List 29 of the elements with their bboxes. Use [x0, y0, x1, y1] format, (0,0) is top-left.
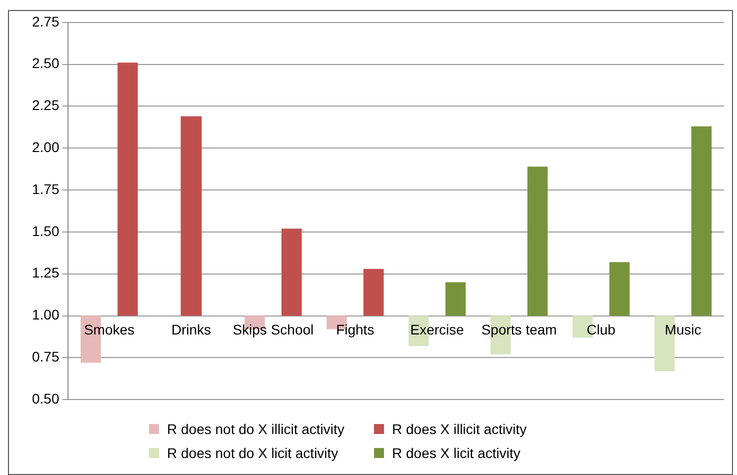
x-tick-label: Fights — [336, 322, 374, 338]
y-tick-label: 0.75 — [32, 348, 60, 365]
legend-label: R does X licit activity — [392, 445, 520, 461]
bar — [281, 228, 302, 316]
y-tick-label: 1.50 — [32, 222, 60, 239]
y-tick-label: 2.25 — [32, 97, 60, 114]
y-tick-label: 2.00 — [32, 138, 60, 155]
legend-label: R does X illicit activity — [392, 421, 527, 437]
bar — [527, 166, 548, 316]
legend-label: R does not do X licit activity — [167, 445, 338, 461]
y-tick-label: 2.50 — [32, 55, 60, 72]
x-tick-label: Sports team — [481, 322, 557, 338]
x-tick-label: Club — [586, 322, 616, 338]
bar — [363, 268, 384, 316]
legend-label: R does not do X illicit activity — [167, 421, 344, 437]
y-tick-label: 1.25 — [32, 264, 60, 281]
y-tick-label: 2.75 — [32, 13, 60, 30]
x-tick-label: Exercise — [410, 322, 464, 338]
x-tick-label: Music — [664, 322, 702, 338]
y-tick-label: 1.75 — [32, 180, 60, 197]
bar — [609, 262, 630, 316]
x-tick-label: Drinks — [171, 322, 212, 338]
bar — [445, 282, 466, 316]
y-tick-label: 1.00 — [32, 306, 60, 323]
x-tick-label: Skips School — [232, 322, 314, 338]
y-tick-label: 0.50 — [32, 390, 60, 406]
x-tick-label: Smokes — [84, 322, 135, 338]
bar — [691, 126, 712, 316]
bar — [118, 62, 138, 316]
